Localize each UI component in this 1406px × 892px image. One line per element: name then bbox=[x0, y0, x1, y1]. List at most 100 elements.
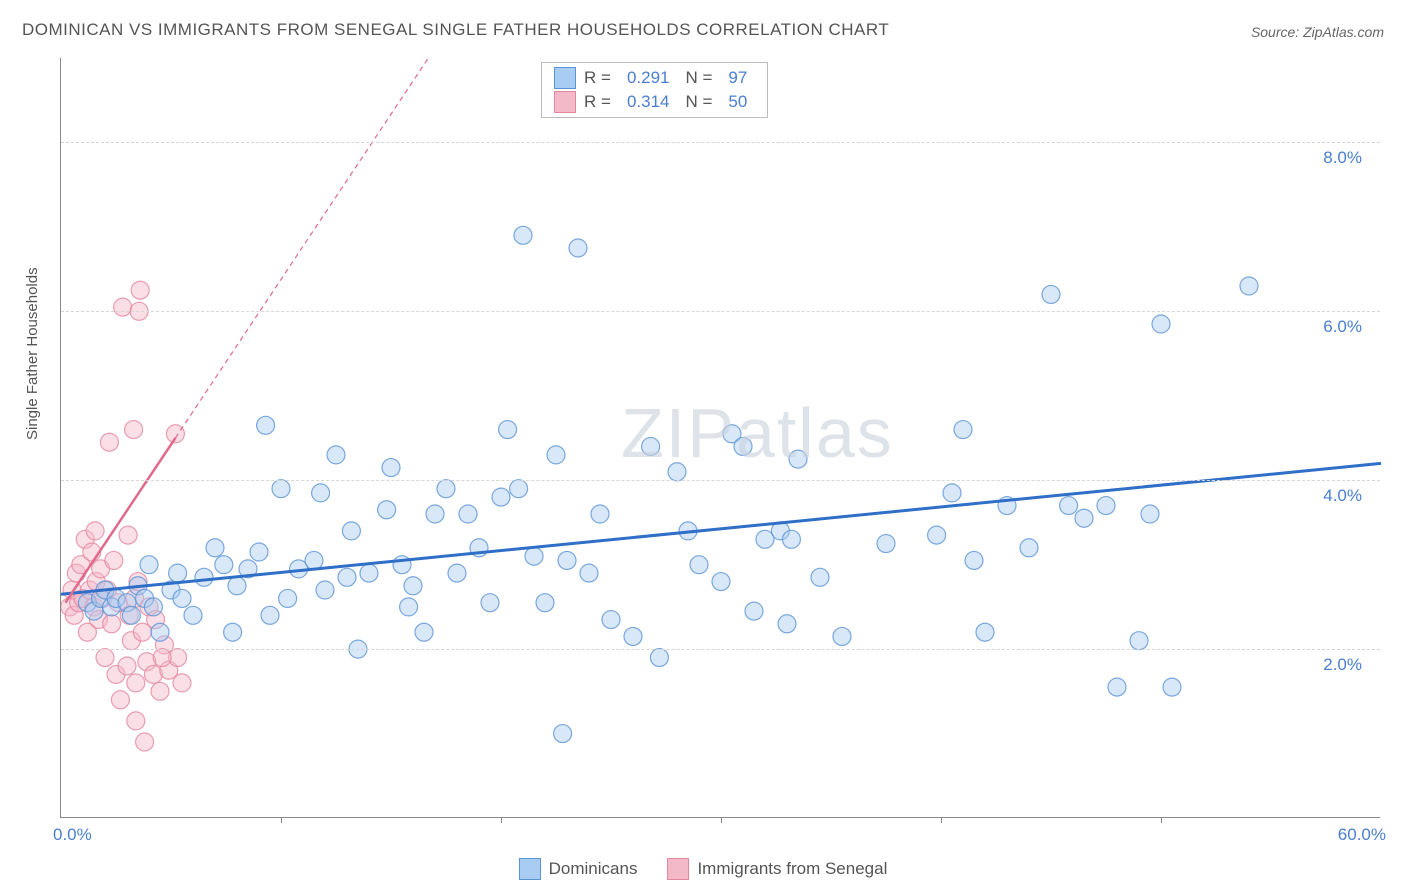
data-point bbox=[624, 627, 642, 645]
data-point bbox=[250, 543, 268, 561]
y-axis-label: Single Father Households bbox=[24, 267, 41, 440]
data-point bbox=[642, 437, 660, 455]
r-label: R = bbox=[584, 92, 611, 112]
plot-area: ZIPatlas R = 0.291 N = 97 R = 0.314 N = … bbox=[60, 58, 1380, 818]
data-point bbox=[943, 484, 961, 502]
chart-title: DOMINICAN VS IMMIGRANTS FROM SENEGAL SIN… bbox=[22, 20, 889, 40]
data-point bbox=[153, 649, 171, 667]
data-point bbox=[224, 623, 242, 641]
data-point bbox=[558, 551, 576, 569]
data-point bbox=[1097, 497, 1115, 515]
gridline bbox=[61, 311, 1380, 312]
data-point bbox=[1075, 509, 1093, 527]
data-point bbox=[1141, 505, 1159, 523]
data-point bbox=[734, 437, 752, 455]
data-point bbox=[86, 522, 104, 540]
data-point bbox=[261, 606, 279, 624]
data-point bbox=[569, 239, 587, 257]
data-point bbox=[448, 564, 466, 582]
data-point bbox=[510, 480, 528, 498]
legend-label: Dominicans bbox=[549, 859, 638, 879]
data-point bbox=[1130, 632, 1148, 650]
data-point bbox=[173, 589, 191, 607]
data-point bbox=[127, 674, 145, 692]
data-point bbox=[690, 556, 708, 574]
data-point bbox=[206, 539, 224, 557]
data-point bbox=[400, 598, 418, 616]
r-label: R = bbox=[584, 68, 611, 88]
data-point bbox=[382, 459, 400, 477]
data-point bbox=[554, 725, 572, 743]
xtick bbox=[721, 817, 722, 823]
data-point bbox=[481, 594, 499, 612]
data-point bbox=[144, 598, 162, 616]
x-axis-end: 60.0% bbox=[1338, 825, 1386, 845]
data-point bbox=[127, 712, 145, 730]
r-value: 0.291 bbox=[627, 68, 670, 88]
data-point bbox=[338, 568, 356, 586]
ytick-label: 4.0% bbox=[1323, 486, 1362, 506]
stats-legend: R = 0.291 N = 97 R = 0.314 N = 50 bbox=[541, 62, 768, 118]
swatch-blue bbox=[554, 67, 576, 89]
trend-line-extended bbox=[175, 58, 479, 438]
gridline bbox=[61, 142, 1380, 143]
ytick-label: 6.0% bbox=[1323, 317, 1362, 337]
data-point bbox=[745, 602, 763, 620]
data-point bbox=[525, 547, 543, 565]
data-point bbox=[668, 463, 686, 481]
legend-item-dominicans: Dominicans bbox=[519, 858, 638, 880]
swatch-pink bbox=[554, 91, 576, 113]
data-point bbox=[459, 505, 477, 523]
ytick-label: 8.0% bbox=[1323, 148, 1362, 168]
data-point bbox=[976, 623, 994, 641]
data-point bbox=[426, 505, 444, 523]
swatch-pink bbox=[667, 858, 689, 880]
data-point bbox=[360, 564, 378, 582]
ytick-label: 2.0% bbox=[1323, 655, 1362, 675]
data-point bbox=[954, 421, 972, 439]
data-point bbox=[782, 530, 800, 548]
data-point bbox=[100, 433, 118, 451]
stats-row-2: R = 0.314 N = 50 bbox=[554, 91, 755, 113]
data-point bbox=[811, 568, 829, 586]
data-point bbox=[228, 577, 246, 595]
data-point bbox=[1042, 285, 1060, 303]
gridline bbox=[61, 480, 1380, 481]
data-point bbox=[111, 691, 129, 709]
n-value: 97 bbox=[728, 68, 747, 88]
data-point bbox=[305, 551, 323, 569]
r-value: 0.314 bbox=[627, 92, 670, 112]
data-point bbox=[789, 450, 807, 468]
data-point bbox=[131, 281, 149, 299]
data-point bbox=[499, 421, 517, 439]
data-point bbox=[437, 480, 455, 498]
data-point bbox=[122, 606, 140, 624]
data-point bbox=[119, 526, 137, 544]
data-point bbox=[1152, 315, 1170, 333]
data-point bbox=[602, 611, 620, 629]
legend-item-senegal: Immigrants from Senegal bbox=[667, 858, 887, 880]
data-point bbox=[514, 226, 532, 244]
data-point bbox=[169, 564, 187, 582]
data-point bbox=[257, 416, 275, 434]
data-point bbox=[316, 581, 334, 599]
data-point bbox=[184, 606, 202, 624]
data-point bbox=[125, 421, 143, 439]
data-point bbox=[591, 505, 609, 523]
data-point bbox=[312, 484, 330, 502]
xtick bbox=[1161, 817, 1162, 823]
data-point bbox=[1240, 277, 1258, 295]
data-point bbox=[140, 556, 158, 574]
data-point bbox=[833, 627, 851, 645]
data-point bbox=[712, 573, 730, 591]
data-point bbox=[103, 615, 121, 633]
data-point bbox=[195, 568, 213, 586]
data-point bbox=[105, 551, 123, 569]
data-point bbox=[279, 589, 297, 607]
data-point bbox=[547, 446, 565, 464]
xtick bbox=[501, 817, 502, 823]
data-point bbox=[492, 488, 510, 506]
data-point bbox=[118, 657, 136, 675]
series-legend: Dominicans Immigrants from Senegal bbox=[0, 858, 1406, 880]
source-attribution: Source: ZipAtlas.com bbox=[1251, 24, 1384, 40]
